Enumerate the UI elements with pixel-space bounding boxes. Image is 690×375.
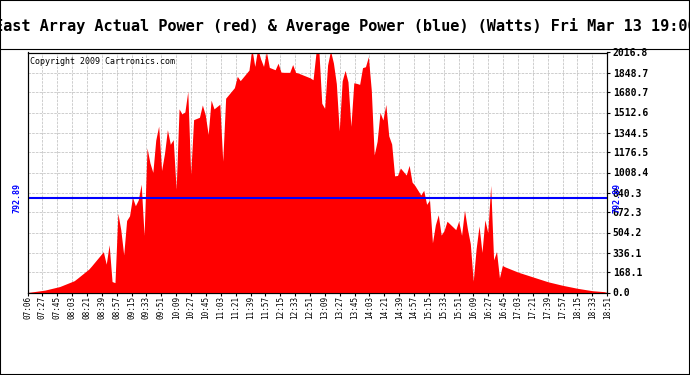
Text: Copyright 2009 Cartronics.com: Copyright 2009 Cartronics.com bbox=[30, 57, 175, 66]
Text: 792.89: 792.89 bbox=[13, 183, 22, 213]
Text: East Array Actual Power (red) & Average Power (blue) (Watts) Fri Mar 13 19:00: East Array Actual Power (red) & Average … bbox=[0, 18, 690, 34]
Text: 792.89: 792.89 bbox=[613, 183, 622, 213]
